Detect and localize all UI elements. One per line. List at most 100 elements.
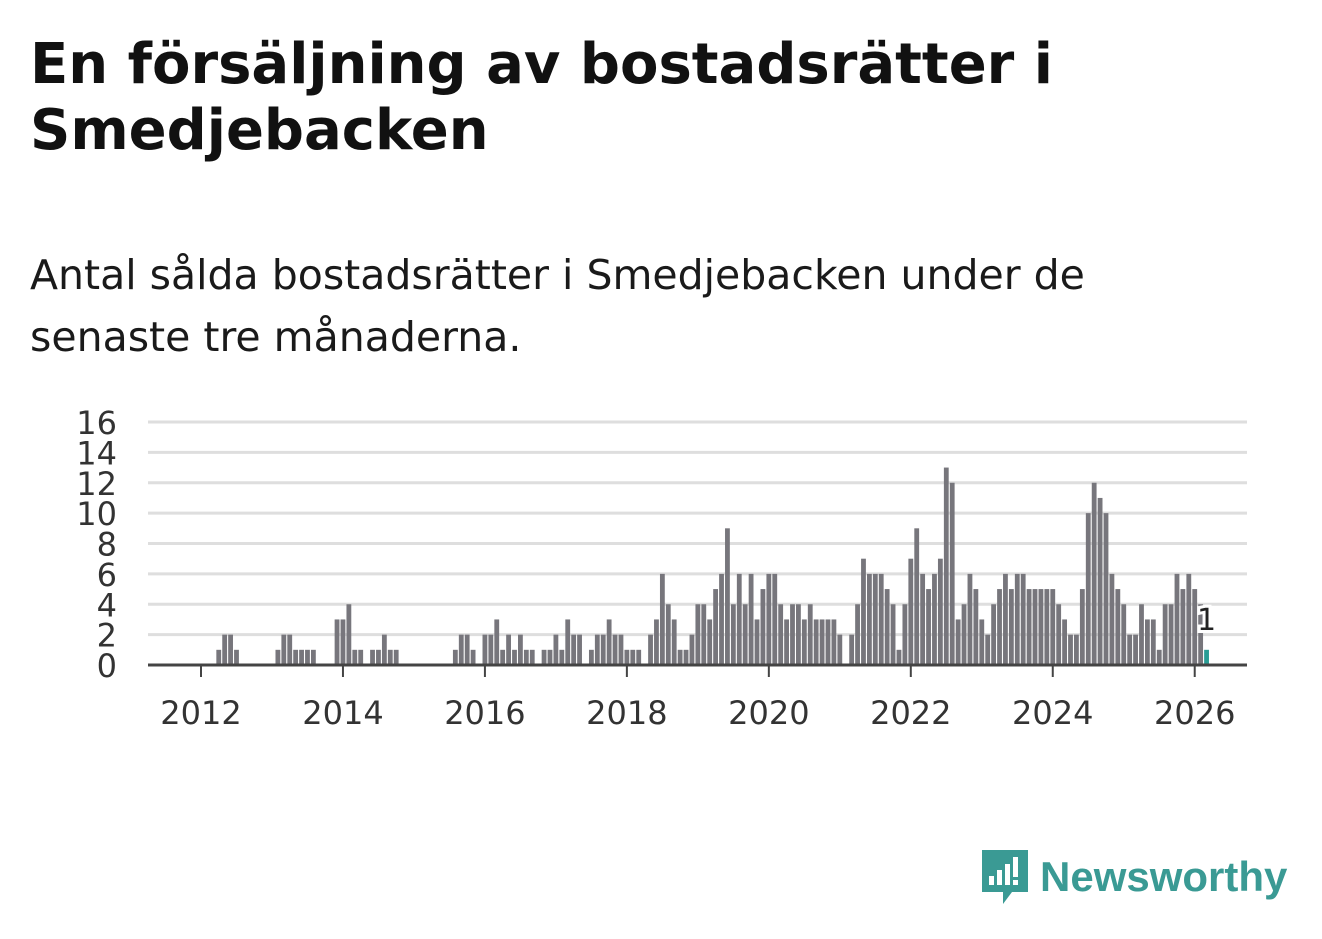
x-axis: 2012 2014 2016 2018 2020 2022 2024 2026	[160, 665, 1235, 732]
bar	[346, 604, 352, 665]
bar	[997, 589, 1002, 665]
bar	[458, 634, 464, 665]
bar	[1097, 497, 1103, 665]
bar	[801, 619, 807, 665]
bar	[654, 619, 659, 665]
brand-name: Newsworthy	[1040, 853, 1288, 900]
bars	[216, 467, 1209, 665]
bar	[825, 619, 831, 665]
bar	[766, 573, 772, 665]
x-tick-label: 2026	[1154, 694, 1235, 732]
bar	[500, 649, 506, 665]
x-tick-label: 2024	[1012, 694, 1093, 732]
bar	[961, 604, 967, 665]
bar	[600, 634, 606, 665]
bar	[831, 619, 837, 665]
bar	[553, 634, 559, 665]
bar	[1068, 634, 1073, 665]
bar	[606, 619, 612, 665]
bar	[559, 649, 565, 665]
x-tick-label: 2016	[444, 694, 525, 732]
bar-highlight	[1204, 649, 1209, 665]
bar	[730, 604, 736, 665]
bar	[228, 634, 233, 665]
bar	[748, 573, 754, 665]
bar	[1121, 604, 1127, 665]
bar	[878, 573, 884, 665]
bar	[884, 589, 890, 665]
bar	[334, 619, 340, 665]
bar	[624, 649, 630, 665]
bar	[1014, 573, 1020, 665]
bar	[896, 649, 902, 665]
bar	[1079, 589, 1085, 665]
bar	[293, 649, 299, 665]
bar	[796, 604, 801, 665]
bar	[393, 649, 399, 665]
bar	[819, 619, 825, 665]
bar	[914, 528, 920, 665]
bar	[1139, 604, 1144, 665]
chart-title: En försäljning av bostadsrätter i Smedje…	[30, 32, 1053, 163]
chart-subtitle: Antal sålda bostadsrätter i Smedjebacken…	[30, 251, 1085, 361]
bar	[1056, 604, 1062, 665]
newsworthy-logo-icon	[982, 850, 1028, 904]
bar	[813, 619, 819, 665]
bar	[370, 649, 375, 665]
bar	[1127, 634, 1133, 665]
bar	[464, 634, 470, 665]
bar	[577, 634, 582, 665]
bar	[1180, 589, 1186, 665]
bar	[1038, 589, 1044, 665]
bar	[866, 573, 872, 665]
bar	[1192, 589, 1198, 665]
bar	[872, 573, 878, 665]
bar	[488, 634, 494, 665]
y-tick-label: 4	[97, 586, 117, 624]
bar	[861, 558, 866, 665]
bar	[630, 649, 636, 665]
bar	[1062, 619, 1067, 665]
bar	[352, 649, 358, 665]
bar	[648, 634, 653, 665]
bar	[689, 634, 695, 665]
bar	[991, 604, 997, 665]
bar	[523, 649, 529, 665]
newsworthy-logo: Newsworthy	[980, 846, 1287, 908]
bar	[612, 634, 618, 665]
x-tick-label: 2012	[160, 694, 241, 732]
bar	[725, 528, 730, 665]
bar	[1085, 513, 1091, 665]
bar	[908, 558, 914, 665]
bar	[565, 619, 571, 665]
highlight-annotation: 1	[1194, 600, 1219, 641]
bar	[902, 604, 908, 665]
bar	[932, 573, 937, 665]
bar	[943, 467, 949, 665]
bar	[1156, 649, 1162, 665]
bar	[222, 634, 228, 665]
bar	[790, 604, 795, 665]
bar	[529, 649, 535, 665]
bar	[1008, 589, 1014, 665]
bar	[305, 649, 310, 665]
bar	[234, 649, 239, 665]
bar	[1003, 573, 1008, 665]
bar	[784, 619, 789, 665]
bar	[736, 573, 742, 665]
bar	[742, 604, 748, 665]
bar	[926, 589, 931, 665]
bar	[937, 558, 943, 665]
bar	[618, 634, 624, 665]
bar	[1186, 573, 1192, 665]
bar	[541, 649, 547, 665]
highlight-value-label: 1	[1197, 603, 1216, 638]
bar	[1050, 589, 1056, 665]
bar	[837, 634, 843, 665]
y-tick-label: 16	[76, 404, 117, 442]
bar	[695, 604, 701, 665]
bar	[588, 649, 594, 665]
bar	[506, 634, 511, 665]
bar	[470, 649, 476, 665]
